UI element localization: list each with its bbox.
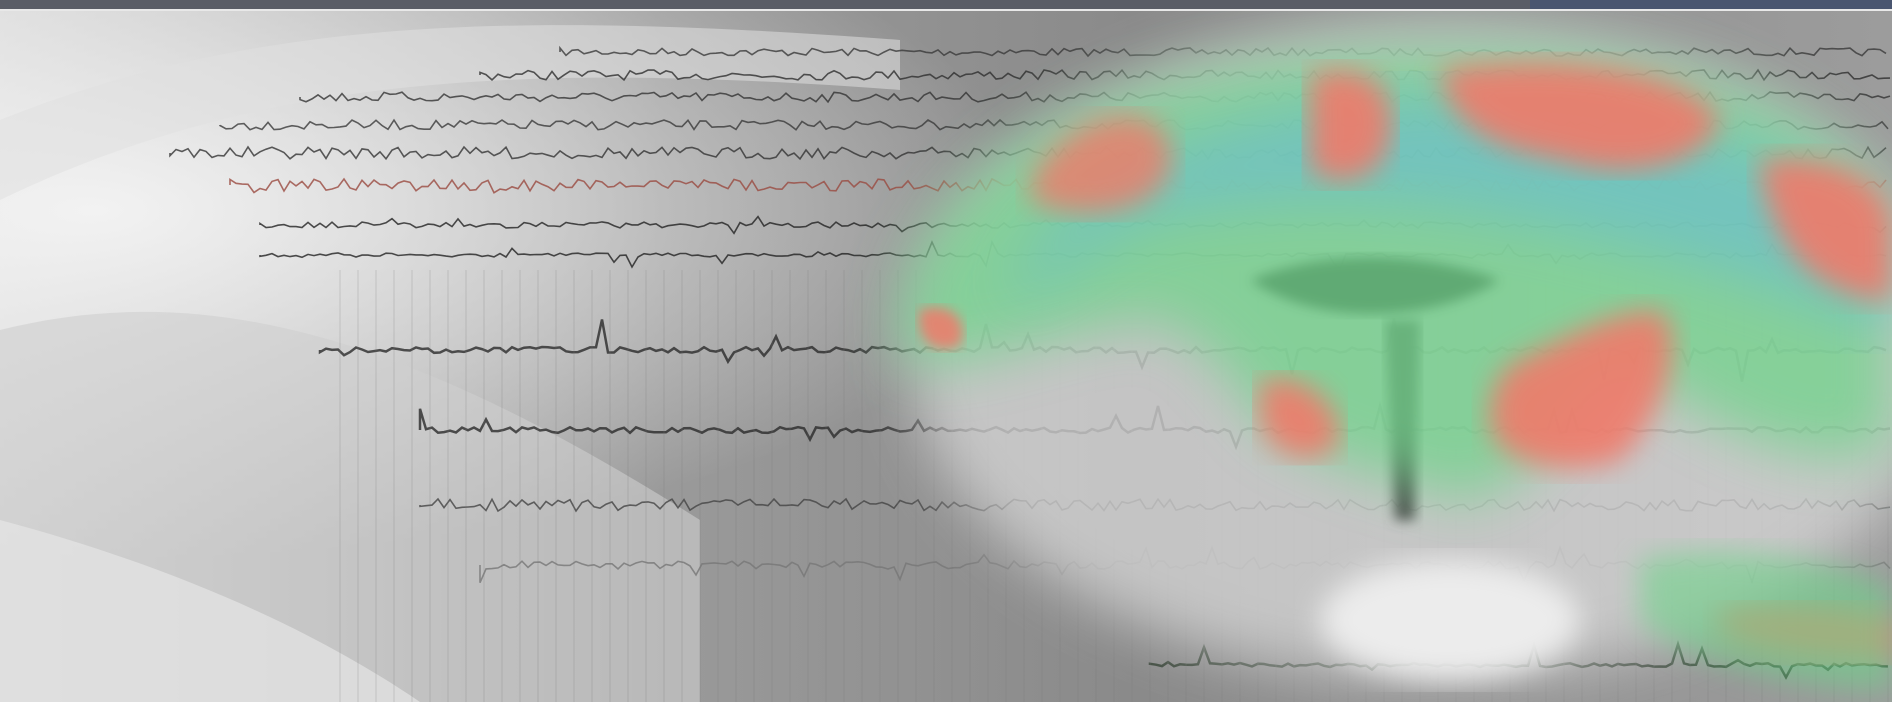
top-bar: [0, 0, 1892, 9]
swoosh: [0, 520, 420, 702]
top-bar-accent: [1530, 0, 1892, 9]
swoosh: [0, 25, 900, 200]
brain-scan: [900, 20, 1892, 690]
top-bar-edge: [0, 9, 1892, 11]
